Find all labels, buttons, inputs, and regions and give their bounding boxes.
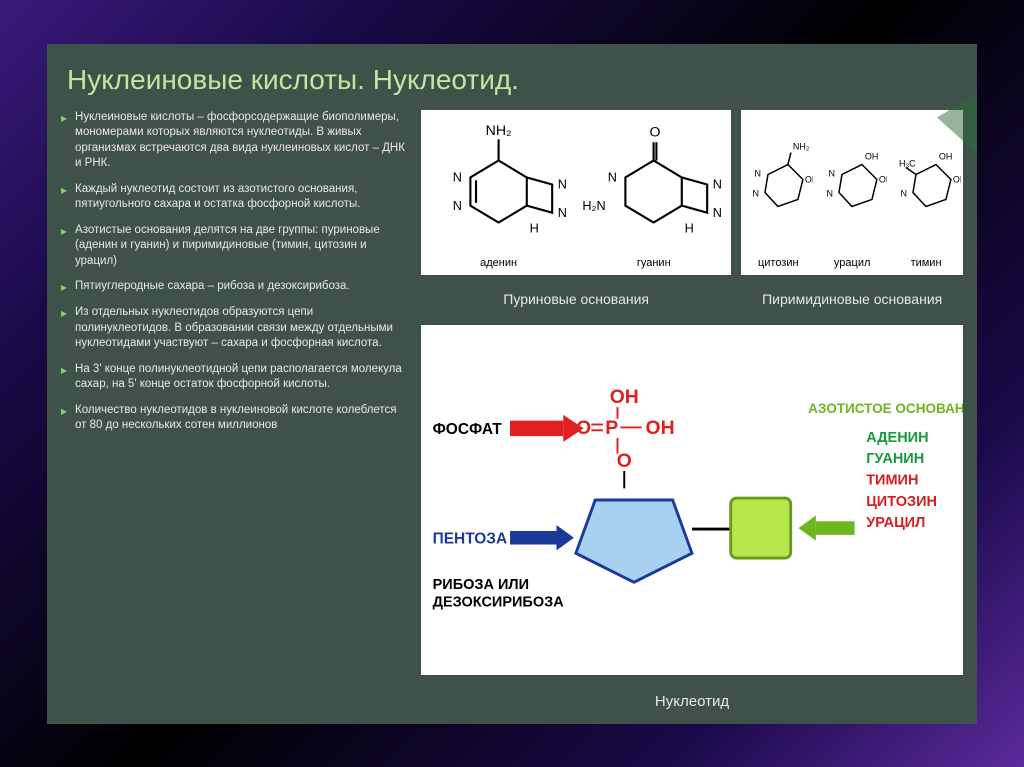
sugar-label-2: ДЕЗОКСИРИБОЗА: [433, 594, 565, 610]
base-shape: [731, 498, 791, 558]
svg-text:H: H: [530, 221, 539, 235]
svg-text:OH: OH: [646, 417, 675, 439]
svg-text:OH: OH: [939, 151, 952, 161]
purine-panel: NH₂ N N N N H аденин: [421, 110, 731, 275]
bullet-text: Каждый нуклеотид состоит из азотистого о…: [75, 182, 411, 213]
base-list-item: АДЕНИН: [866, 429, 928, 445]
figures-column: NH₂ N N N N H аденин: [421, 110, 963, 710]
bullet-marker-icon: ▸: [61, 110, 67, 172]
svg-text:N: N: [608, 170, 617, 184]
guanine-structure: O H₂N N N N H гуанин: [576, 110, 731, 275]
svg-text:N: N: [713, 177, 722, 191]
thymine-label: тимин: [911, 257, 942, 269]
svg-text:N: N: [453, 198, 462, 212]
svg-text:H: H: [685, 221, 694, 235]
bullet-item: ▸Из отдельных нуклеотидов образуются цеп…: [61, 305, 411, 352]
bullet-text: Нуклеиновые кислоты – фосфорсодержащие б…: [75, 110, 411, 172]
content-row: ▸Нуклеиновые кислоты – фосфорсодержащие …: [61, 110, 963, 710]
bullet-item: ▸Нуклеиновые кислоты – фосфорсодержащие …: [61, 110, 411, 172]
bullet-item: ▸ Каждый нуклеотид состоит из азотистого …: [61, 182, 411, 213]
thymine-structure: H₃C OH OH N тимин: [889, 110, 963, 275]
svg-text:N: N: [753, 188, 759, 198]
bullet-marker-icon: ▸: [61, 182, 67, 213]
svg-text:N: N: [829, 168, 835, 178]
slide: Нуклеиновые кислоты. Нуклеотид. ▸Нуклеин…: [47, 44, 977, 724]
base-list: АДЕНИН ГУАНИН ТИМИН ЦИТОЗИН УРАЦИЛ: [866, 429, 937, 530]
pentose-arrow: [510, 525, 574, 550]
bullet-item: ▸ На 3' конце полинуклеотидной цепи распо…: [61, 362, 411, 393]
svg-text:OH: OH: [610, 386, 639, 408]
cytosine-structure: NH₂ N OH N цитозин: [741, 110, 815, 275]
base-list-item: ЦИТОЗИН: [866, 493, 937, 509]
pentose-label: ПЕНТОЗА: [433, 530, 508, 547]
adenine-label: аденин: [480, 257, 517, 269]
base-list-item: УРАЦИЛ: [866, 515, 925, 531]
base-arrow: [798, 515, 854, 540]
svg-text:OH: OH: [879, 174, 887, 184]
bullet-marker-icon: ▸: [61, 403, 67, 434]
svg-text:NH₂: NH₂: [793, 141, 810, 151]
base-heading: АЗОТИСТОЕ ОСНОВАНИЕ: [808, 400, 963, 415]
svg-text:N: N: [558, 205, 567, 219]
bases-row: NH₂ N N N N H аденин: [421, 110, 963, 275]
purine-caption: Пуриновые основания: [421, 291, 731, 307]
svg-text:N: N: [453, 170, 462, 184]
svg-text:N: N: [755, 168, 761, 178]
nucleotide-caption: Нуклеотид: [421, 693, 963, 710]
svg-text:H₂N: H₂N: [583, 198, 606, 212]
bullet-text: Азотистые основания делятся на две групп…: [75, 223, 411, 270]
base-list-item: ТИМИН: [866, 472, 918, 488]
bullet-item: ▸ Пятиуглеродные сахара – рибоза и дезокс…: [61, 279, 411, 295]
pentose-shape: [576, 500, 692, 582]
bullet-text: Количество нуклеотидов в нуклеиновой кис…: [75, 403, 411, 434]
svg-text:P: P: [605, 417, 618, 439]
svg-text:N: N: [713, 205, 722, 219]
svg-text:N: N: [558, 177, 567, 191]
svg-text:OH: OH: [865, 151, 878, 161]
phosphate-label: ФОСФАТ: [433, 421, 503, 438]
svg-text:OH: OH: [805, 174, 813, 184]
pyrimidine-caption: Пиримидиновые основания: [741, 291, 963, 307]
adenine-structure: NH₂ N N N N H аденин: [421, 110, 576, 275]
svg-text:H₃C: H₃C: [899, 158, 916, 168]
bullet-text: Из отдельных нуклеотидов образуются цепи…: [75, 305, 411, 352]
bullet-marker-icon: ▸: [61, 279, 67, 295]
pyrimidine-panel: NH₂ N OH N цитозин OH O: [741, 110, 963, 275]
bullet-item: ▸ Количество нуклеотидов в нуклеиновой ки…: [61, 403, 411, 434]
slide-title: Нуклеиновые кислоты. Нуклеотид.: [61, 64, 963, 96]
guanine-label: гуанин: [637, 257, 671, 269]
phosphate-arrow: [510, 414, 584, 441]
bullet-text: Пятиуглеродные сахара – рибоза и дезокси…: [75, 279, 350, 295]
nucleotide-panel: OH O P OH O: [421, 325, 963, 675]
bases-captions: Пуриновые основания Пиримидиновые основа…: [421, 287, 963, 307]
bullet-marker-icon: ▸: [61, 223, 67, 270]
uracil-structure: OH OH N N урацил: [815, 110, 889, 275]
svg-text:NH₂: NH₂: [486, 122, 512, 138]
nucleotide-diagram: OH O P OH O: [421, 325, 963, 675]
cytosine-label: цитозин: [758, 257, 799, 269]
base-list-item: ГУАНИН: [866, 451, 924, 467]
bullet-marker-icon: ▸: [61, 305, 67, 352]
sugar-label-1: РИБОЗА ИЛИ: [433, 577, 529, 593]
phosphate-formula: OH O P OH O: [576, 386, 674, 472]
bullet-text: На 3' конце полинуклеотидной цепи распол…: [75, 362, 411, 393]
bullet-list: ▸Нуклеиновые кислоты – фосфорсодержащие …: [61, 110, 411, 710]
svg-text:OH: OH: [953, 174, 961, 184]
svg-text:N: N: [901, 188, 907, 198]
svg-text:O: O: [617, 450, 632, 472]
uracil-label: урацил: [834, 257, 870, 269]
bullet-item: ▸Азотистые основания делятся на две груп…: [61, 223, 411, 270]
bullet-marker-icon: ▸: [61, 362, 67, 393]
svg-text:N: N: [827, 188, 833, 198]
svg-text:O: O: [650, 123, 661, 139]
